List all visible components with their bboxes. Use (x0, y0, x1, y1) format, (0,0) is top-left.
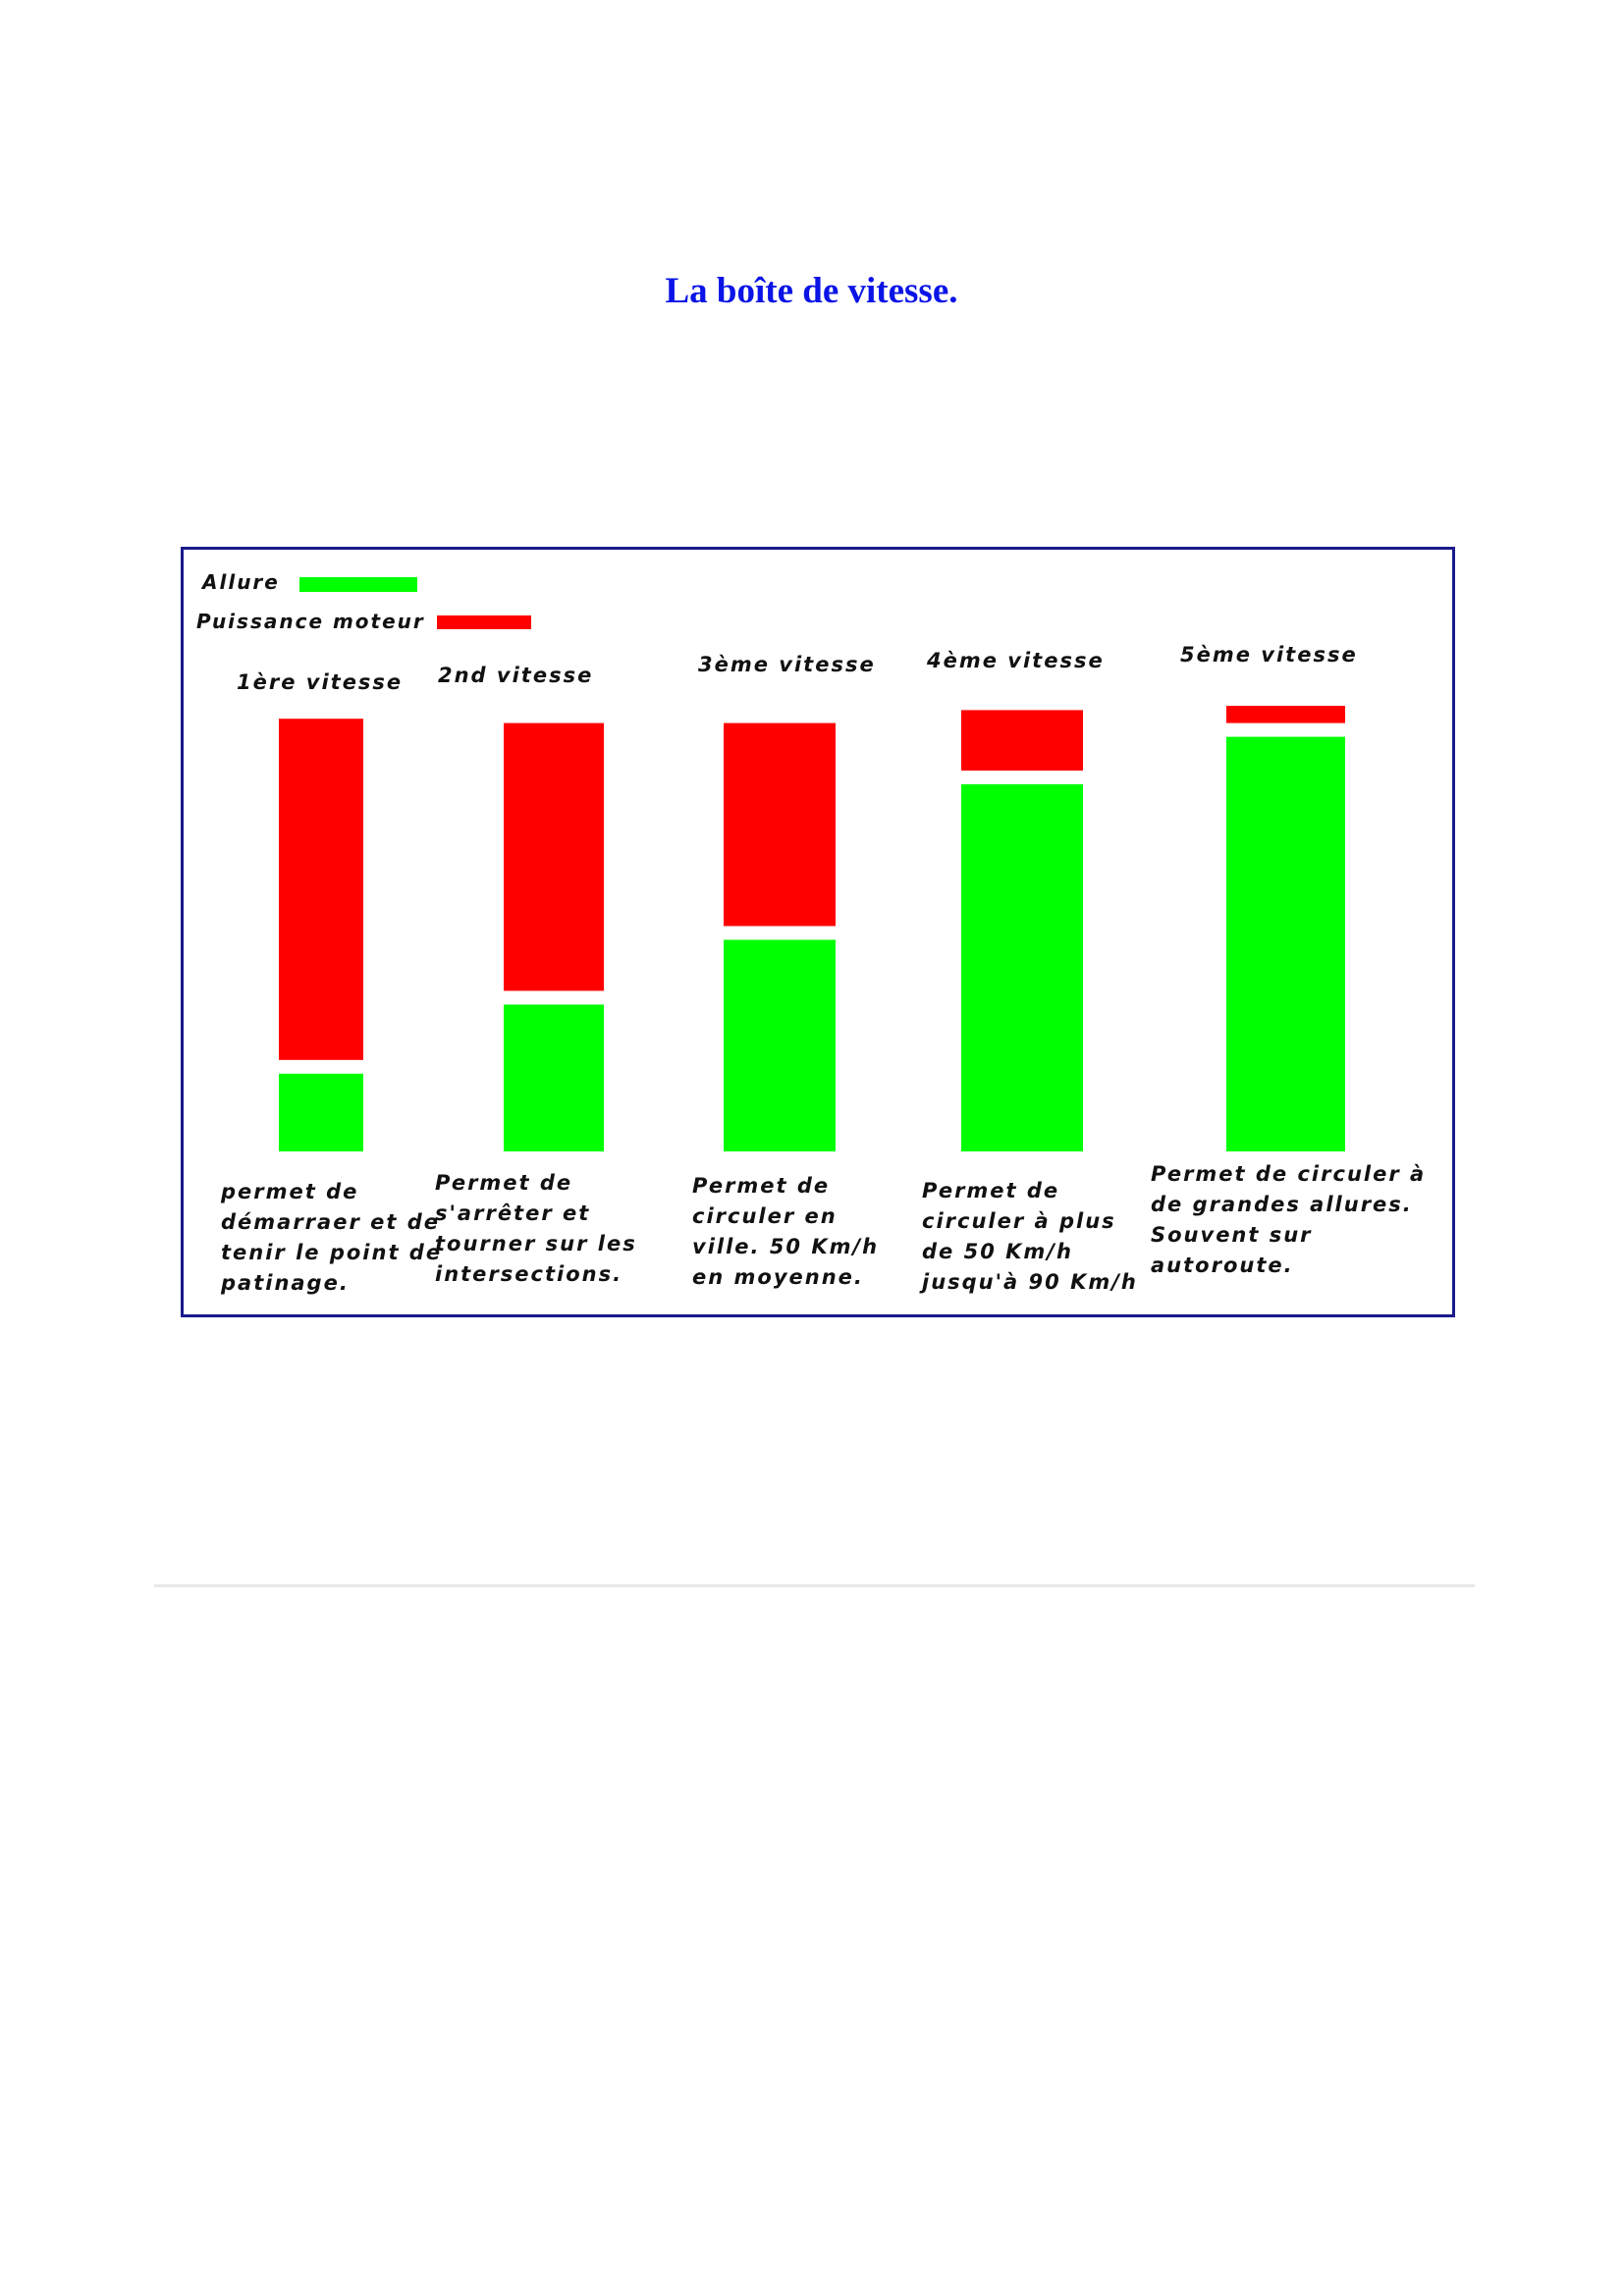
gear-description-line: patinage. (220, 1271, 350, 1295)
gear-description-line: ville. 50 Km/h (692, 1235, 879, 1258)
legend-label: Puissance moteur (196, 610, 425, 633)
legend-label: Allure (200, 570, 280, 594)
bar-allure (724, 939, 836, 1151)
gear-label: 3ème vitesse (698, 653, 876, 676)
bar-allure (961, 784, 1083, 1151)
horizontal-divider (154, 1584, 1475, 1587)
gear-description-line: intersections. (435, 1262, 622, 1286)
gear-label: 5ème vitesse (1180, 643, 1358, 667)
bar-allure (1226, 736, 1345, 1151)
gear-label: 4ème vitesse (926, 649, 1105, 672)
gear-description-line: circuler à plus (922, 1209, 1116, 1233)
gear-description-line: s'arrêter et (435, 1201, 590, 1225)
page-title: La boîte de vitesse. (665, 271, 958, 311)
gear-description-line: en moyenne. (692, 1265, 864, 1289)
legend-swatch-allure (299, 577, 417, 592)
gear-description-line: démarraer et de (221, 1210, 440, 1234)
gear-description-line: Souvent sur (1151, 1223, 1313, 1247)
bar-puissance (724, 722, 836, 927)
gear-description-line: Permet de (922, 1179, 1059, 1202)
bar-puissance (1226, 706, 1345, 723)
bar-puissance (961, 710, 1083, 771)
gear-label: 1ère vitesse (237, 670, 403, 694)
bar-puissance (504, 722, 604, 991)
gear-description-line: circuler en (692, 1204, 838, 1228)
gear-description-line: de grandes allures. (1151, 1193, 1413, 1216)
bar-puissance (279, 719, 363, 1060)
legend-swatch-puissance (437, 615, 531, 629)
gear-description-line: Permet de (692, 1174, 830, 1198)
chart-canvas: Allure Puissance moteur 1ère vitesse permet… (196, 570, 1426, 1295)
gear-description-line: permet de (220, 1180, 358, 1203)
gear-description-line: Permet de (435, 1171, 572, 1195)
gear-description-line: jusqu'à 90 Km/h (919, 1270, 1138, 1294)
bar-allure (504, 1004, 604, 1151)
gear-description-line: de 50 Km/h (922, 1240, 1073, 1263)
gear-label: 2nd vitesse (438, 664, 593, 687)
gear-description-line: tourner sur les (435, 1232, 637, 1255)
gear-description-line: Permet de circuler à (1151, 1162, 1426, 1186)
gear-description-line: autoroute. (1151, 1254, 1294, 1277)
gear-description-line: tenir le point de (221, 1241, 442, 1264)
bar-allure (279, 1073, 363, 1151)
gearbox-chart: Allure Puissance moteur 1ère vitesse permet… (181, 547, 1455, 1317)
